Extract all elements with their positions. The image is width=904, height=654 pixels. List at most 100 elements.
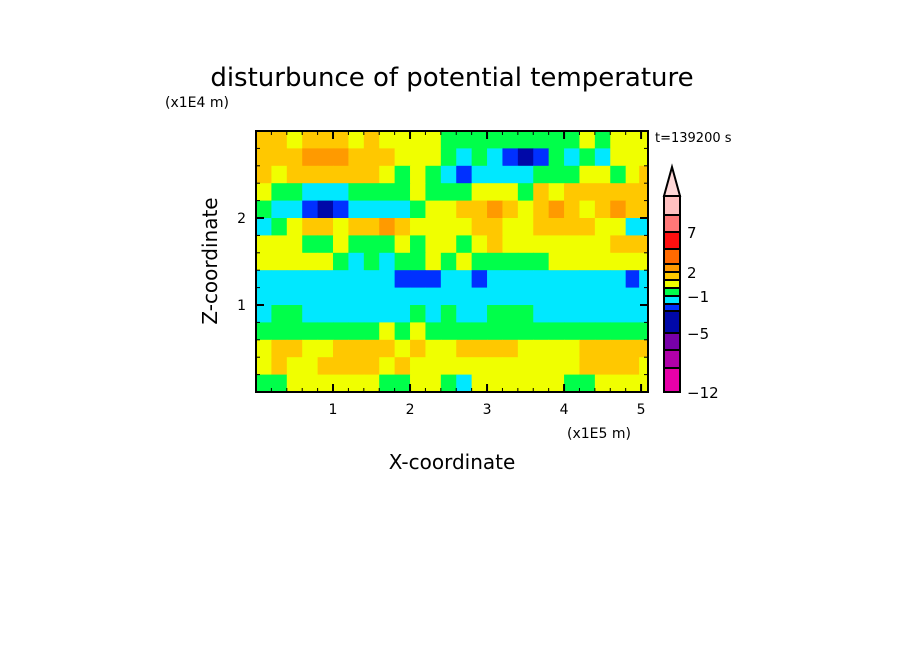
contour-cell: [410, 287, 426, 306]
contour-cell: [333, 339, 349, 358]
contour-cell: [471, 252, 488, 271]
contour-cell: [379, 322, 396, 341]
contour-cell: [502, 183, 519, 202]
contour-cell: [317, 339, 334, 358]
contour-cell: [456, 165, 473, 184]
contour-cell: [256, 165, 272, 184]
contour-cell: [302, 305, 319, 323]
contour-cell: [394, 374, 411, 393]
contour-cell: [302, 374, 319, 393]
contour-cell: [639, 270, 649, 289]
contour-cell: [410, 183, 426, 202]
contour-cell: [625, 322, 640, 341]
contour-cell: [625, 200, 640, 219]
x-tick-labels: 1 2 3 4 5: [329, 402, 646, 418]
contour-cell: [639, 305, 649, 323]
colorbar-segment: [663, 310, 681, 334]
contour-cell: [610, 339, 627, 358]
contour-cell: [286, 287, 303, 306]
contour-cell: [625, 165, 640, 184]
contour-cell: [317, 287, 334, 306]
contour-cell: [471, 235, 488, 254]
contour-cell: [363, 235, 380, 254]
contour-cell: [502, 374, 519, 393]
contour-cell: [502, 305, 519, 323]
contour-cell: [639, 235, 649, 254]
contour-cell: [517, 183, 534, 202]
contour-cell: [471, 357, 488, 376]
contour-cell: [379, 287, 396, 306]
contour-cell: [440, 131, 457, 149]
contour-cell: [271, 252, 288, 271]
contour-cell: [625, 148, 640, 167]
contour-cell: [533, 374, 550, 393]
contour-cell: [440, 200, 457, 219]
contour-cell: [639, 200, 649, 219]
contour-cell: [302, 235, 319, 254]
contour-cell: [410, 305, 426, 323]
contour-cell: [317, 131, 334, 149]
contour-cell: [440, 148, 457, 167]
contour-cell: [579, 252, 596, 271]
contour-cell: [286, 305, 303, 323]
contour-cell: [471, 305, 488, 323]
colorbar-segment: [663, 195, 681, 216]
contour-cell: [594, 200, 611, 219]
contour-cell: [639, 339, 649, 358]
contour-cell: [333, 305, 349, 323]
contour-cell: [440, 270, 457, 289]
contour-cell: [517, 374, 534, 393]
colorbar-segment: [663, 263, 681, 273]
contour-cell: [425, 148, 442, 167]
contour-cell: [271, 339, 288, 358]
contour-cell: [363, 357, 380, 376]
contour-cell: [487, 252, 503, 271]
contour-cell: [302, 287, 319, 306]
contour-cell: [363, 131, 380, 149]
contour-cell: [271, 165, 288, 184]
contour-cell: [256, 218, 272, 236]
contour-cell: [487, 322, 503, 341]
contour-cell: [579, 148, 596, 167]
contour-cell: [256, 270, 272, 289]
contour-cell: [579, 287, 596, 306]
contour-cell: [348, 287, 365, 306]
contour-cell: [456, 235, 473, 254]
contour-cell: [625, 305, 640, 323]
contour-cell: [256, 131, 272, 149]
contour-cell: [394, 183, 411, 202]
contour-cell: [256, 374, 272, 393]
contour-cell: [548, 270, 565, 289]
contour-cell: [564, 148, 580, 167]
contour-cell: [487, 148, 503, 167]
contour-cell: [610, 322, 627, 341]
contour-cell: [256, 235, 272, 254]
contour-cell: [579, 131, 596, 149]
contour-cell: [471, 165, 488, 184]
contour-cell: [564, 305, 580, 323]
contour-cell: [610, 200, 627, 219]
contour-cell: [271, 270, 288, 289]
contour-cell: [610, 270, 627, 289]
contour-cell: [471, 183, 488, 202]
contour-cell: [533, 165, 550, 184]
contour-cell: [487, 374, 503, 393]
contour-cell: [625, 252, 640, 271]
colorbar-segment: [663, 349, 681, 369]
contour-cell: [502, 252, 519, 271]
contour-cell: [271, 287, 288, 306]
contour-cell: [533, 287, 550, 306]
contour-cell: [363, 218, 380, 236]
contour-cell: [286, 270, 303, 289]
x-tick-label: 3: [483, 402, 492, 418]
contour-cell: [548, 148, 565, 167]
contour-field: [256, 131, 649, 393]
contour-cell: [564, 374, 580, 393]
colorbar-tick-label: 7: [687, 224, 697, 242]
x-tick-label: 4: [560, 402, 569, 418]
contour-cell: [594, 357, 611, 376]
contour-cell: [410, 339, 426, 358]
contour-cell: [348, 339, 365, 358]
y-tick-label: 1: [237, 298, 246, 314]
